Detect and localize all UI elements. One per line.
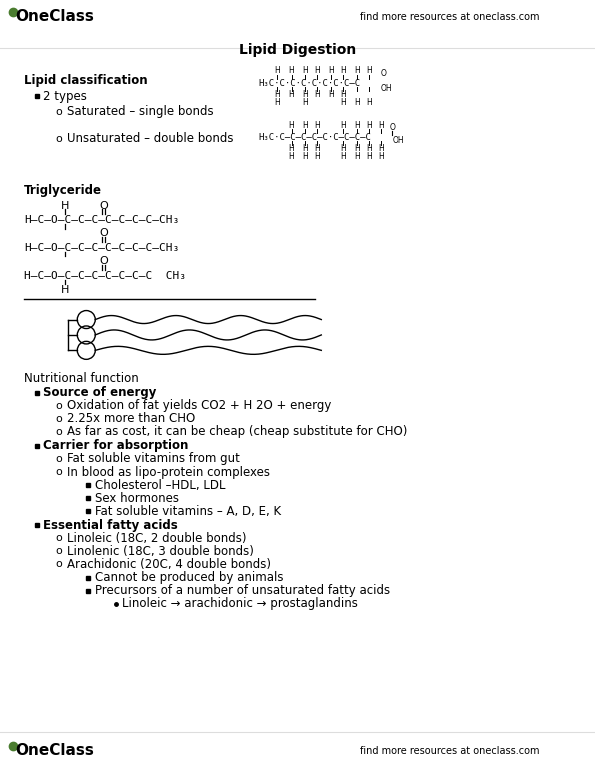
Text: H: H (354, 66, 360, 75)
Text: H: H (378, 144, 384, 153)
Text: H: H (314, 144, 320, 153)
Text: o: o (55, 107, 62, 116)
Text: As far as cost, it can be cheap (cheap substitute for CHO): As far as cost, it can be cheap (cheap s… (67, 426, 407, 438)
Text: H–C–O–C–C–C–C–C–C–C–CH₃: H–C–O–C–C–C–C–C–C–C–CH₃ (24, 216, 179, 225)
Text: H: H (302, 144, 308, 153)
Text: H: H (302, 121, 308, 130)
Text: Lipid Digestion: Lipid Digestion (239, 43, 356, 57)
Text: Cannot be produced by animals: Cannot be produced by animals (95, 571, 284, 584)
Text: H: H (302, 90, 308, 99)
Text: H: H (289, 66, 295, 75)
Text: Linoleic → arachidonic → prostaglandins: Linoleic → arachidonic → prostaglandins (122, 598, 358, 610)
Text: H: H (314, 90, 320, 99)
Text: Nutritional function: Nutritional function (24, 373, 139, 385)
Text: o: o (55, 547, 62, 556)
Text: O: O (100, 201, 108, 210)
Text: Saturated – single bonds: Saturated – single bonds (67, 105, 213, 118)
Text: o: o (55, 534, 62, 543)
Text: H: H (340, 152, 346, 161)
Text: H₃C·C·C·C·C·C·C·C–C: H₃C·C·C·C·C·C·C·C–C (259, 79, 361, 88)
Text: H: H (354, 98, 360, 107)
Text: find more resources at oneclass.com: find more resources at oneclass.com (360, 12, 540, 22)
Text: H: H (354, 121, 360, 130)
Text: Oxidation of fat yields CO2 + H 2O + energy: Oxidation of fat yields CO2 + H 2O + ene… (67, 400, 331, 412)
Text: In blood as lipo-protein complexes: In blood as lipo-protein complexes (67, 466, 270, 478)
Text: 2.25x more than CHO: 2.25x more than CHO (67, 413, 195, 425)
Text: H: H (314, 152, 320, 161)
Text: H: H (302, 66, 308, 75)
Text: o: o (55, 134, 62, 143)
Text: O: O (381, 69, 387, 78)
Text: H: H (340, 90, 346, 99)
Text: H: H (289, 90, 295, 99)
Text: H: H (340, 121, 346, 130)
Text: H: H (366, 98, 372, 107)
Text: H: H (314, 66, 320, 75)
Text: o: o (55, 427, 62, 437)
Text: H: H (289, 152, 295, 161)
Text: H: H (314, 121, 320, 130)
Text: H: H (289, 121, 295, 130)
Text: H: H (366, 152, 372, 161)
Text: H: H (61, 201, 70, 210)
Text: OneClass: OneClass (15, 9, 94, 25)
Text: H: H (302, 98, 308, 107)
Text: OH: OH (393, 136, 405, 146)
Text: Essential fatty acids: Essential fatty acids (43, 519, 177, 531)
Text: Precursors of a number of unsaturated fatty acids: Precursors of a number of unsaturated fa… (95, 584, 390, 597)
Text: Cholesterol –HDL, LDL: Cholesterol –HDL, LDL (95, 479, 226, 491)
Text: H: H (289, 144, 295, 153)
Text: H: H (274, 66, 280, 75)
Text: H: H (274, 90, 280, 99)
Text: H: H (366, 66, 372, 75)
Text: H: H (340, 144, 346, 153)
Text: o: o (55, 454, 62, 464)
Text: Arachidonic (20C, 4 double bonds): Arachidonic (20C, 4 double bonds) (67, 558, 271, 571)
Text: H: H (378, 121, 384, 130)
Text: 2 types: 2 types (43, 90, 87, 102)
Text: H: H (61, 285, 70, 294)
Text: O: O (100, 256, 108, 266)
Text: Sex hormones: Sex hormones (95, 492, 179, 504)
Text: H: H (274, 98, 280, 107)
Text: H: H (366, 121, 372, 130)
Text: find more resources at oneclass.com: find more resources at oneclass.com (360, 746, 540, 755)
Text: OH: OH (381, 84, 393, 93)
Text: H–C–O–C–C–C–C–C–C–C–CH₃: H–C–O–C–C–C–C–C–C–C–CH₃ (24, 243, 179, 253)
Text: H–C–O–C–C–C–C–C–C–C  CH₃: H–C–O–C–C–C–C–C–C–C CH₃ (24, 271, 186, 280)
Text: Fat soluble vitamins – A, D, E, K: Fat soluble vitamins – A, D, E, K (95, 505, 281, 517)
Text: H: H (354, 144, 360, 153)
Text: Linoleic (18C, 2 double bonds): Linoleic (18C, 2 double bonds) (67, 532, 246, 544)
Text: Linolenic (18C, 3 double bonds): Linolenic (18C, 3 double bonds) (67, 545, 253, 557)
Text: Triglyceride: Triglyceride (24, 184, 102, 196)
Text: o: o (55, 414, 62, 424)
Text: o: o (55, 401, 62, 410)
Text: H: H (328, 66, 334, 75)
Text: Source of energy: Source of energy (43, 387, 156, 399)
Text: H: H (328, 90, 334, 99)
Text: H: H (366, 144, 372, 153)
Text: o: o (55, 467, 62, 477)
Text: H₃C·C–C–C–C–C·C–C–C–C: H₃C·C–C–C–C–C·C–C–C–C (259, 132, 372, 142)
Text: OneClass: OneClass (15, 743, 94, 758)
Text: Carrier for absorption: Carrier for absorption (43, 440, 188, 452)
Text: Lipid classification: Lipid classification (24, 75, 148, 87)
Text: H: H (340, 66, 346, 75)
Text: H: H (340, 98, 346, 107)
Text: Unsaturated – double bonds: Unsaturated – double bonds (67, 132, 233, 145)
Text: O: O (100, 229, 108, 238)
Text: O: O (390, 122, 396, 132)
Text: Fat soluble vitamins from gut: Fat soluble vitamins from gut (67, 453, 240, 465)
Text: o: o (55, 560, 62, 569)
Text: H: H (302, 152, 308, 161)
Text: H: H (378, 152, 384, 161)
Text: H: H (354, 152, 360, 161)
